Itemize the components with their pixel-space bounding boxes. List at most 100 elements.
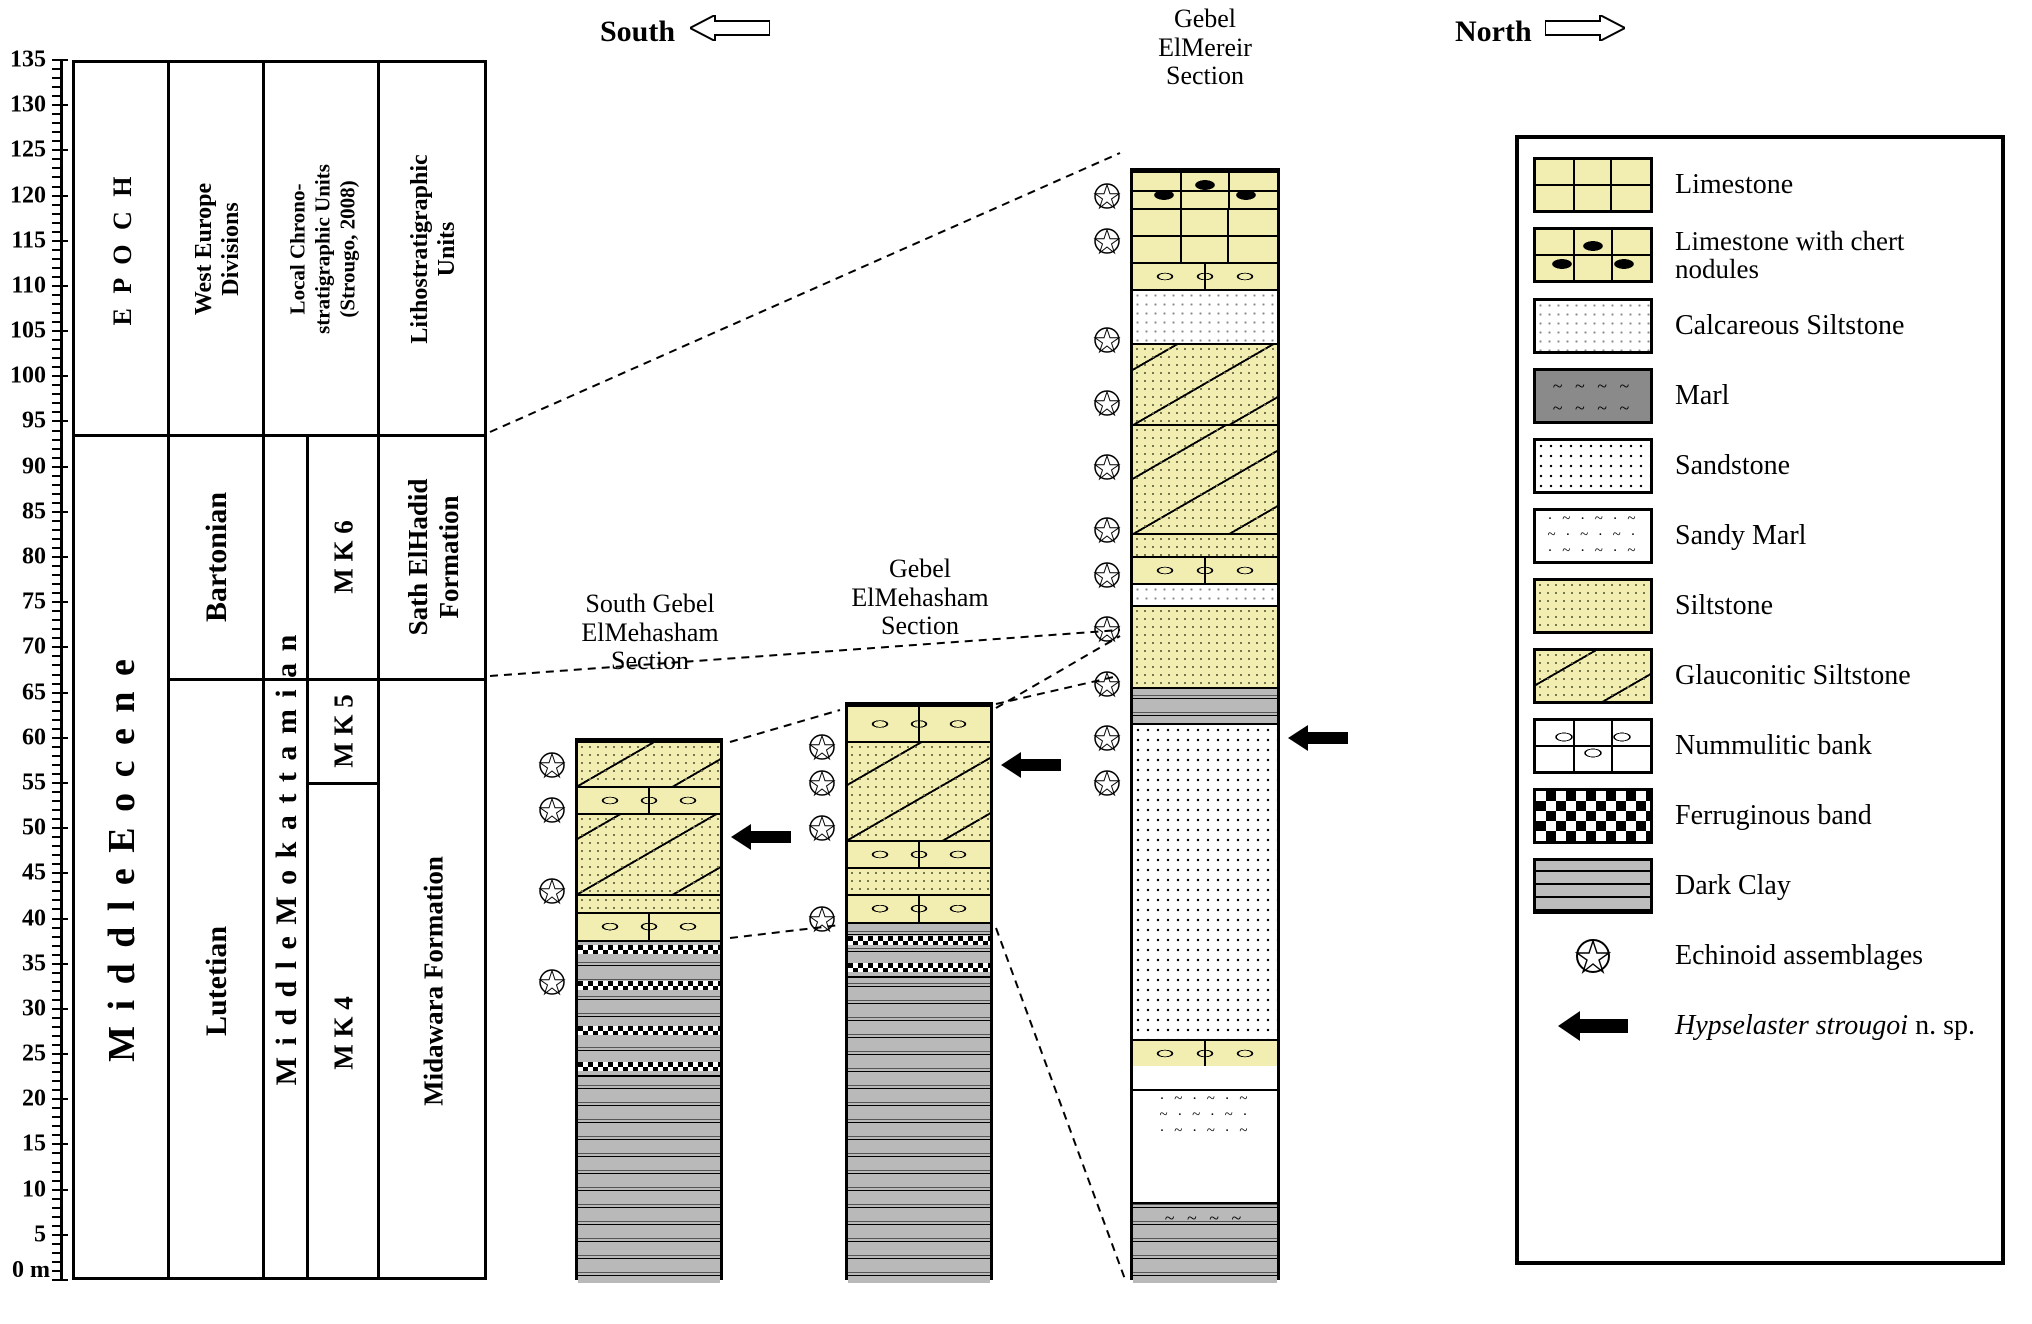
legend-item: Dark Clay bbox=[1533, 858, 1987, 914]
north-label: North bbox=[1455, 15, 1532, 49]
hypselaster-arrow-icon bbox=[731, 822, 791, 852]
chrono-header-local: Local Chrono-stratigraphic Units(Strougo… bbox=[285, 164, 360, 334]
legend-item: Calcareous Siltstone bbox=[1533, 298, 1987, 354]
echinoid-icon bbox=[1092, 452, 1122, 482]
legend-label: Nummulitic bank bbox=[1675, 731, 1872, 760]
scale-tick-label: 75 bbox=[22, 589, 46, 616]
scale-tick-label: 30 bbox=[22, 995, 46, 1022]
section-column bbox=[845, 702, 993, 1280]
legend-swatch bbox=[1533, 368, 1653, 424]
scale-tick-label: 100 bbox=[10, 363, 46, 390]
legend-label: Dark Clay bbox=[1675, 871, 1791, 900]
north-arrow-icon bbox=[1545, 15, 1625, 41]
litho-unit bbox=[1133, 171, 1277, 207]
epoch-label: M i d d l e E o c e n e bbox=[100, 656, 144, 1062]
scale-tick-label: 70 bbox=[22, 634, 46, 661]
legend-label: Limestone bbox=[1675, 170, 1793, 199]
mk-unit: M K 5 bbox=[329, 694, 360, 768]
legend-item: Nummulitic bank bbox=[1533, 718, 1987, 774]
legend-item: Marl bbox=[1533, 368, 1987, 424]
litho-unit bbox=[1133, 583, 1277, 606]
litho-unit bbox=[1133, 687, 1277, 723]
legend-swatch bbox=[1533, 858, 1653, 914]
litho-unit bbox=[578, 813, 720, 894]
litho-unit bbox=[848, 741, 990, 840]
section-title: South GebelElMehashamSection bbox=[550, 590, 750, 676]
scale-base-label: 0 m bbox=[12, 1257, 50, 1284]
hypselaster-arrow-icon bbox=[1288, 723, 1348, 753]
scale-tick-label: 35 bbox=[22, 950, 46, 977]
scale-tick-label: 65 bbox=[22, 679, 46, 706]
south-arrow-icon bbox=[690, 15, 770, 41]
litho-unit bbox=[578, 786, 720, 813]
litho-unit bbox=[848, 976, 990, 1283]
legend-label: Ferruginous band bbox=[1675, 801, 1872, 830]
echinoid-icon bbox=[1092, 669, 1122, 699]
legend-label: Sandy Marl bbox=[1675, 521, 1806, 550]
legend-hypselaster-label: Hypselaster strougoi n. sp. bbox=[1675, 1011, 1975, 1040]
echinoid-icon bbox=[1092, 181, 1122, 211]
echinoid-icon bbox=[1092, 388, 1122, 418]
legend-label: Siltstone bbox=[1675, 591, 1773, 620]
scale-tick-label: 15 bbox=[22, 1131, 46, 1158]
echinoid-icon bbox=[807, 768, 837, 798]
legend-item: Limestone bbox=[1533, 157, 1987, 213]
legend-swatch bbox=[1533, 298, 1653, 354]
scale-tick-label: 25 bbox=[22, 1041, 46, 1068]
section-title: GebelElMehashamSection bbox=[820, 555, 1020, 641]
south-label: South bbox=[600, 15, 675, 49]
litho-unit bbox=[578, 1075, 720, 1283]
legend-swatch bbox=[1533, 718, 1653, 774]
legend-item: Limestone with chert nodules bbox=[1533, 227, 1987, 284]
stratigraphic-sections: South North South GebelElMehashamSection… bbox=[540, 60, 1460, 1280]
scale-tick-label: 60 bbox=[22, 724, 46, 751]
echinoid-icon bbox=[1092, 614, 1122, 644]
echinoid-icon bbox=[807, 904, 837, 934]
scale-tick-label: 45 bbox=[22, 860, 46, 887]
local-group-label: M i d d l e M o k a t t a m i a n bbox=[270, 633, 304, 1086]
echinoid-icon bbox=[1092, 560, 1122, 590]
legend-label: Marl bbox=[1675, 381, 1729, 410]
litho-unit bbox=[1133, 1089, 1277, 1202]
scale-tick-label: 90 bbox=[22, 453, 46, 480]
europe-stage: Lutetian bbox=[200, 926, 234, 1036]
litho-unit bbox=[1133, 208, 1277, 262]
litho-unit bbox=[1133, 289, 1277, 343]
litho-formation: Midawara Formation bbox=[418, 856, 449, 1106]
litho-unit bbox=[1133, 1039, 1277, 1066]
legend-item: Glauconitic Siltstone bbox=[1533, 648, 1987, 704]
scale-tick-label: 110 bbox=[11, 272, 46, 299]
scale-tick-label: 135 bbox=[10, 47, 46, 74]
litho-unit bbox=[1133, 424, 1277, 532]
legend-item: Ferruginous band bbox=[1533, 788, 1987, 844]
scale-tick-label: 80 bbox=[22, 544, 46, 571]
litho-unit bbox=[1133, 723, 1277, 1039]
legend-item: Sandstone bbox=[1533, 438, 1987, 494]
scale-tick-label: 125 bbox=[10, 137, 46, 164]
legend-label: Limestone with chert nodules bbox=[1675, 227, 1987, 284]
legend-swatch bbox=[1533, 227, 1653, 283]
chrono-header-europe: West EuropeDivisions bbox=[191, 183, 245, 315]
echinoid-icon bbox=[1092, 768, 1122, 798]
litho-unit bbox=[848, 840, 990, 867]
scale-tick-label: 5 bbox=[34, 1221, 46, 1248]
europe-stage: Bartonian bbox=[200, 492, 234, 622]
legend-swatch bbox=[1533, 508, 1653, 564]
legend-item: Sandy Marl bbox=[1533, 508, 1987, 564]
litho-unit bbox=[1133, 533, 1277, 556]
scale-tick-label: 105 bbox=[10, 318, 46, 345]
legend-echinoid-label: Echinoid assemblages bbox=[1675, 941, 1923, 970]
litho-unit bbox=[1133, 262, 1277, 289]
legend-echinoid: Echinoid assemblages bbox=[1533, 928, 1987, 984]
section-column bbox=[575, 738, 723, 1280]
legend-swatch bbox=[1533, 578, 1653, 634]
legend: Limestone Limestone with chert nodules Cal… bbox=[1515, 135, 2005, 1265]
depth-scale: 5101520253035404550556065707580859095100… bbox=[8, 60, 68, 1280]
echinoid-icon bbox=[807, 813, 837, 843]
litho-unit bbox=[1133, 556, 1277, 583]
scale-tick-label: 10 bbox=[22, 1176, 46, 1203]
legend-swatch bbox=[1533, 438, 1653, 494]
echinoid-icon bbox=[1533, 928, 1653, 984]
legend-swatch bbox=[1533, 648, 1653, 704]
scale-tick-label: 95 bbox=[22, 408, 46, 435]
